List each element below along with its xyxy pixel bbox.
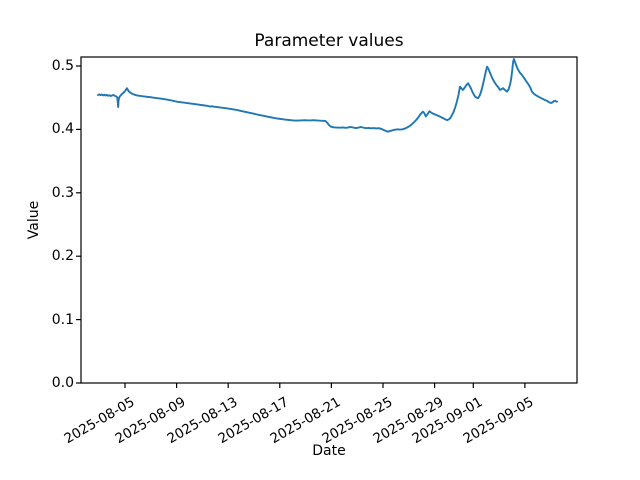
y-tick-label: 0.4	[51, 121, 74, 138]
axes-spines	[80, 56, 578, 384]
y-tick-label: 0.3	[51, 184, 74, 201]
y-tick-label: 0.0	[51, 375, 74, 391]
chart-title: Parameter values	[254, 31, 404, 51]
y-tick-label: 0.1	[51, 311, 74, 328]
series-line	[97, 58, 558, 133]
y-tick-label: 0.5	[51, 58, 74, 74]
y-tick-label: 0.2	[51, 248, 74, 265]
x-axis-title: Date	[312, 443, 346, 459]
